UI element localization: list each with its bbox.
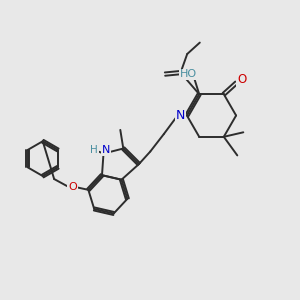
Text: N: N: [102, 145, 110, 155]
Text: O: O: [68, 182, 77, 192]
Text: N: N: [176, 109, 185, 122]
Text: HO: HO: [179, 69, 197, 80]
Text: O: O: [237, 73, 246, 86]
Text: H: H: [90, 145, 98, 155]
